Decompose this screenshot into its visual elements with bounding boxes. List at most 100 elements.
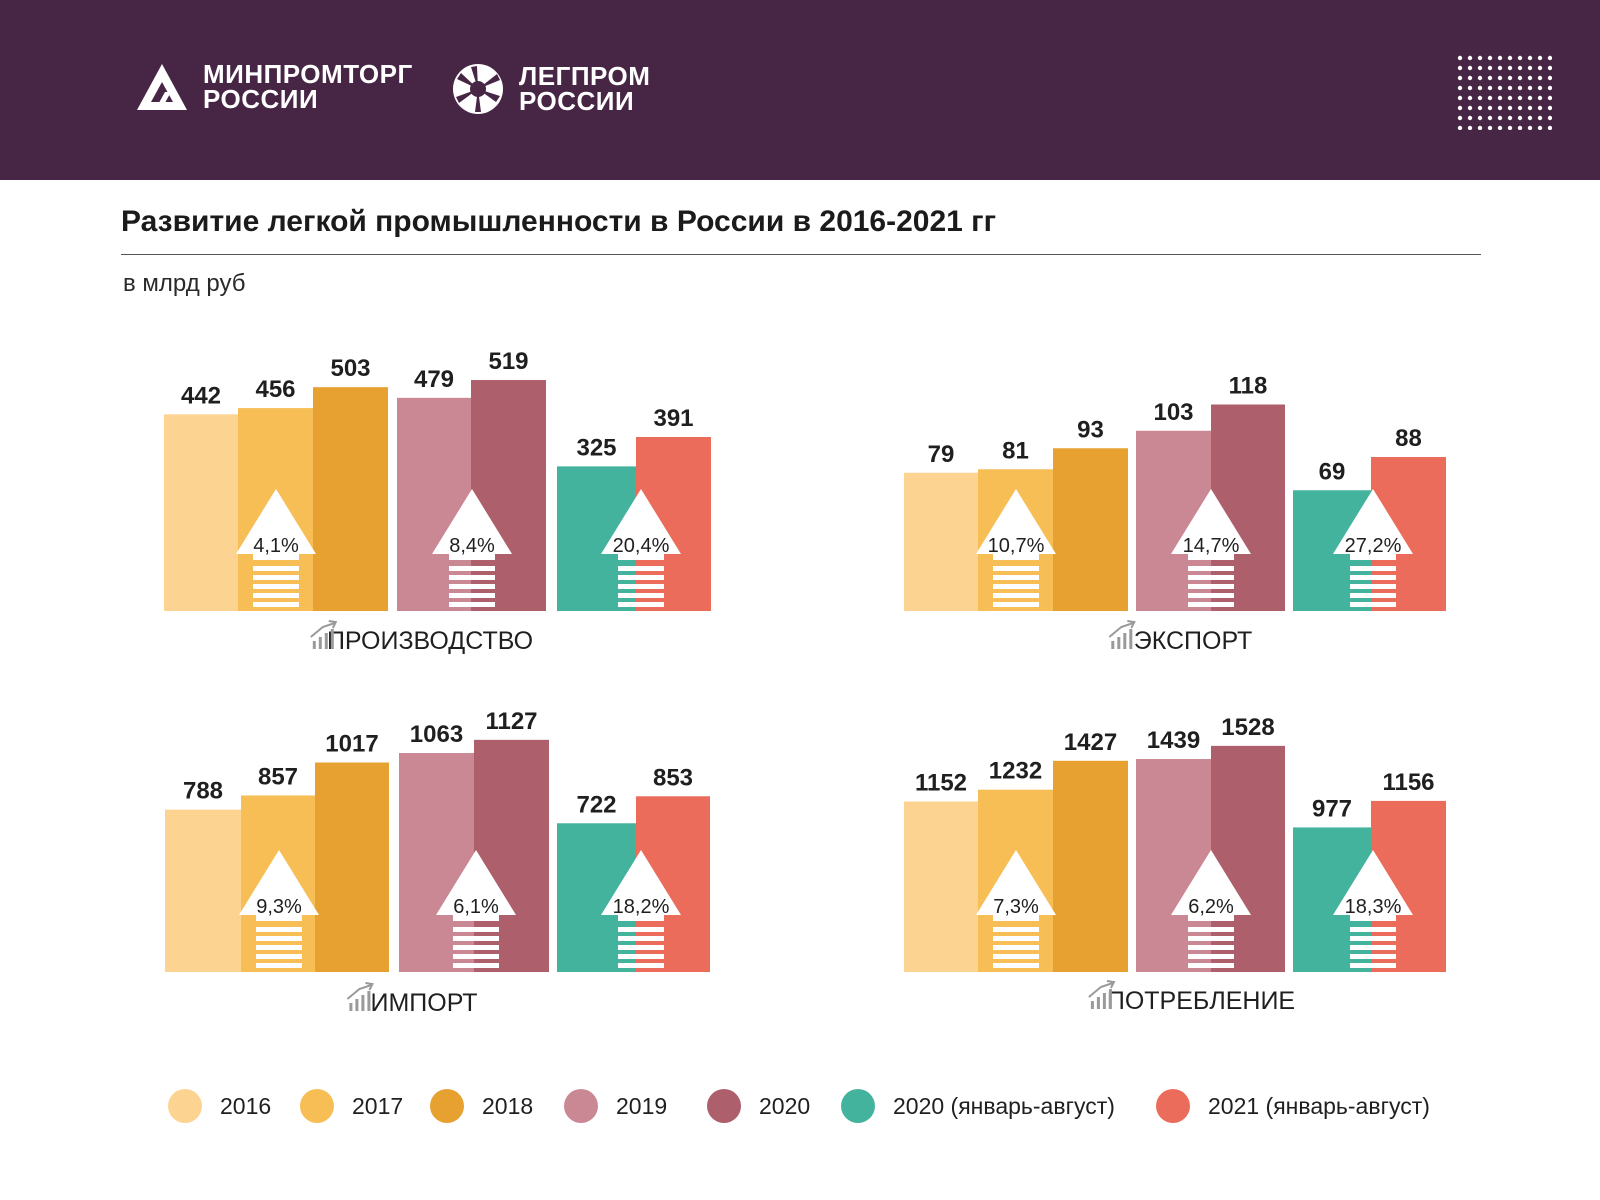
bar-value-label: 456 xyxy=(255,376,295,403)
dot xyxy=(1497,125,1503,130)
legend-label: 2018 xyxy=(482,1092,534,1119)
bar-2016 xyxy=(164,414,238,611)
dot xyxy=(1537,125,1543,130)
legend-swatch xyxy=(168,1089,202,1123)
dot xyxy=(1537,115,1543,121)
dot xyxy=(1497,85,1503,91)
dot xyxy=(1467,115,1473,121)
dot xyxy=(1487,95,1493,101)
dot xyxy=(1537,75,1543,81)
bar-value-label: 977 xyxy=(1312,795,1352,822)
dot xyxy=(1487,85,1493,91)
dot xyxy=(1467,125,1473,130)
chart-growth-icon xyxy=(346,982,374,1011)
bar-value-label: 93 xyxy=(1077,416,1104,443)
dot xyxy=(1507,95,1513,101)
chart-growth-icon xyxy=(1108,620,1136,649)
legprom-aperture-icon xyxy=(453,64,503,114)
dot xyxy=(1497,55,1503,61)
legend-item: 2019 xyxy=(564,1086,667,1126)
growth-arrow: 20,4% xyxy=(601,489,681,607)
dot xyxy=(1547,75,1552,81)
bar-value-label: 1528 xyxy=(1221,714,1274,741)
chart-panel-1: 442 456 503 479 519 325 391 4,1% 8,4% 20,4% ПРОИЗВ… xyxy=(164,348,711,655)
dot xyxy=(1517,55,1523,61)
dot xyxy=(1537,105,1543,111)
dot xyxy=(1487,125,1493,130)
legend-swatch xyxy=(430,1089,464,1123)
dot xyxy=(1517,125,1523,130)
dot xyxy=(1537,95,1543,101)
growth-arrow: 18,2% xyxy=(601,850,681,968)
dot xyxy=(1487,105,1493,111)
logo2-line2: РОССИИ xyxy=(519,86,635,116)
bar-value-label: 479 xyxy=(414,366,454,393)
bar-2020 xyxy=(474,739,549,972)
dot xyxy=(1527,65,1533,71)
dot xyxy=(1537,55,1543,61)
bar-value-label: 325 xyxy=(576,434,616,461)
dot xyxy=(1517,115,1523,121)
legend-label: 2016 xyxy=(220,1092,272,1119)
dot xyxy=(1547,65,1552,71)
chart-title: ЭКСПОРТ xyxy=(1134,627,1253,655)
logo2-line1: ЛЕГПРОМ xyxy=(519,61,651,91)
minpromtorg-triangle-icon xyxy=(137,64,187,110)
bar-2016 xyxy=(904,472,978,611)
bar-value-label: 853 xyxy=(653,764,693,791)
dot xyxy=(1547,105,1552,111)
dot xyxy=(1517,65,1523,71)
dot xyxy=(1497,95,1503,101)
bar-value-label: 503 xyxy=(330,355,370,382)
dot xyxy=(1517,95,1523,101)
growth-arrow: 6,1% xyxy=(436,850,516,968)
dot xyxy=(1477,105,1483,111)
bar-value-label: 69 xyxy=(1319,458,1346,485)
legend-item: 2020 xyxy=(707,1086,810,1126)
dot xyxy=(1507,125,1513,130)
dot xyxy=(1457,105,1463,111)
bar-value-label: 81 xyxy=(1002,437,1029,464)
chart-growth-icon xyxy=(1088,980,1116,1009)
dot xyxy=(1527,55,1533,61)
legend-label: 2020 xyxy=(759,1092,811,1119)
dot xyxy=(1477,75,1483,81)
dot xyxy=(1487,65,1493,71)
legprom-logo[interactable]: ЛЕГПРОМ РОССИИ xyxy=(451,62,650,116)
dot xyxy=(1527,115,1533,121)
growth-label: 6,1% xyxy=(453,896,499,918)
growth-label: 6,2% xyxy=(1188,896,1234,918)
growth-label: 8,4% xyxy=(449,535,495,557)
bar-value-label: 79 xyxy=(928,441,955,468)
dot xyxy=(1457,65,1463,71)
dot xyxy=(1517,105,1523,111)
dot xyxy=(1467,75,1473,81)
page-title: Развитие легкой промышленности в России … xyxy=(121,205,997,238)
chart-title: ИМПОРТ xyxy=(370,989,477,1017)
dot xyxy=(1527,105,1533,111)
dot xyxy=(1467,65,1473,71)
dot xyxy=(1527,75,1533,81)
legend-swatch xyxy=(1156,1089,1190,1123)
dot xyxy=(1477,65,1483,71)
units-label: в млрд руб xyxy=(123,270,246,297)
dot xyxy=(1547,115,1552,121)
growth-arrow: 4,1% xyxy=(236,489,316,607)
dot xyxy=(1497,105,1503,111)
bar-2020 xyxy=(471,380,546,611)
bar-value-label: 1017 xyxy=(325,730,378,757)
dot xyxy=(1517,75,1523,81)
legend-swatch xyxy=(564,1089,598,1123)
dot xyxy=(1477,115,1483,121)
header-banner: МИНПРОМТОРГ РОССИИ ЛЕГПРОМ РОССИИ xyxy=(0,0,1600,180)
legend-item: 2017 xyxy=(300,1086,403,1126)
bar-value-label: 442 xyxy=(181,382,221,409)
minpromtorg-logo[interactable]: МИНПРОМТОРГ РОССИИ xyxy=(135,61,413,112)
legend: 2016 2017 2018 2019 2020 2020 (январь-август)… xyxy=(168,1086,1458,1126)
dot xyxy=(1507,85,1513,91)
dot xyxy=(1507,55,1513,61)
dot xyxy=(1487,75,1493,81)
bar-value-label: 1232 xyxy=(989,758,1042,785)
legend-item: 2021 (январь-август) xyxy=(1156,1086,1430,1126)
